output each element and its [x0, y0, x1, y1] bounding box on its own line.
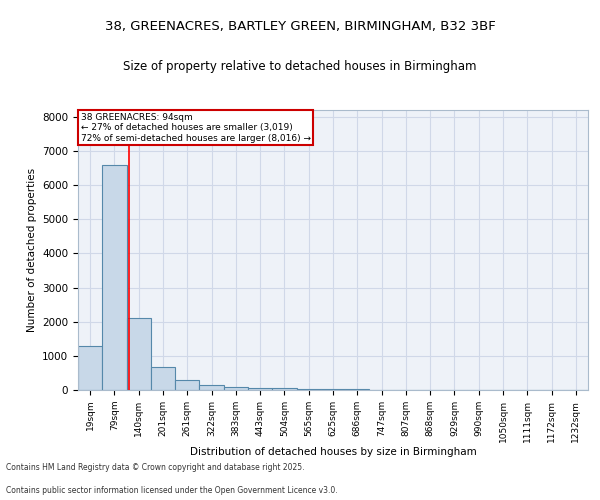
Text: Contains HM Land Registry data © Crown copyright and database right 2025.: Contains HM Land Registry data © Crown c…: [6, 464, 305, 472]
Bar: [248, 388, 272, 390]
Bar: [272, 388, 296, 390]
Bar: [78, 346, 102, 390]
Bar: [224, 388, 248, 390]
Bar: [199, 385, 224, 390]
Bar: [102, 164, 127, 390]
Bar: [151, 367, 175, 390]
Y-axis label: Number of detached properties: Number of detached properties: [26, 168, 37, 332]
Bar: [175, 380, 199, 390]
Bar: [127, 318, 151, 390]
Bar: [321, 389, 345, 390]
Text: Contains public sector information licensed under the Open Government Licence v3: Contains public sector information licen…: [6, 486, 338, 495]
X-axis label: Distribution of detached houses by size in Birmingham: Distribution of detached houses by size …: [190, 448, 476, 458]
Text: 38 GREENACRES: 94sqm
← 27% of detached houses are smaller (3,019)
72% of semi-de: 38 GREENACRES: 94sqm ← 27% of detached h…: [80, 113, 311, 142]
Bar: [296, 388, 321, 390]
Text: Size of property relative to detached houses in Birmingham: Size of property relative to detached ho…: [123, 60, 477, 73]
Text: 38, GREENACRES, BARTLEY GREEN, BIRMINGHAM, B32 3BF: 38, GREENACRES, BARTLEY GREEN, BIRMINGHA…: [104, 20, 496, 33]
